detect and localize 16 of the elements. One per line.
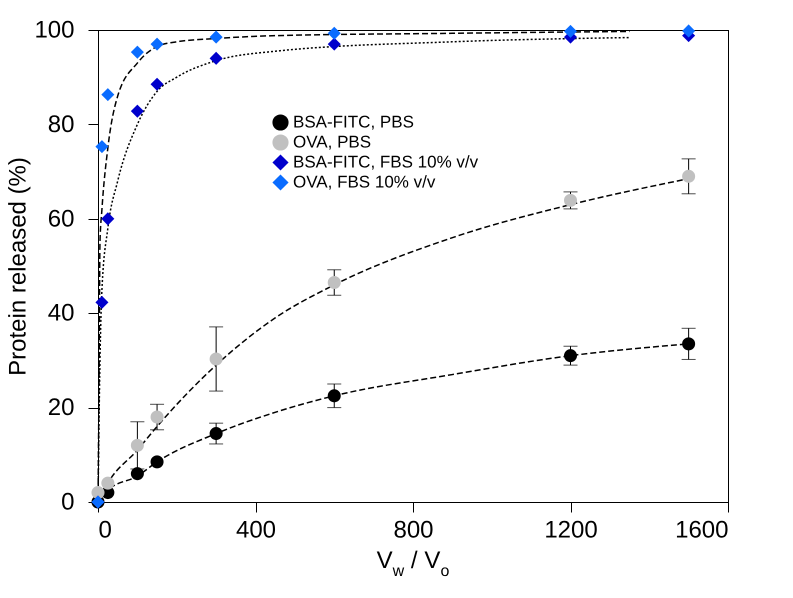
y-tick-label: 40 — [48, 300, 74, 327]
y-axis-title: Protein released (%) — [4, 157, 32, 376]
y-tick-label: 0 — [61, 488, 74, 516]
x-tick-label: 0 — [98, 516, 112, 544]
y-tick-label: 60 — [48, 205, 74, 232]
x-tick-label: 1600 — [675, 516, 728, 544]
y-tick-label: 20 — [48, 394, 74, 422]
legend-label: OVA, PBS — [293, 132, 372, 152]
legend-label: BSA-FITC, FBS 10% v/v — [293, 152, 479, 172]
x-tick-label: 800 — [393, 516, 434, 544]
y-tick-label: 100 — [34, 16, 74, 44]
x-tick-label: 1200 — [544, 516, 598, 544]
legend-label: OVA, FBS 10% v/v — [293, 172, 436, 192]
x-tick-label: 400 — [236, 516, 276, 544]
y-tick-label: 80 — [48, 110, 74, 138]
legend-label: BSA-FITC, PBS — [293, 112, 414, 132]
